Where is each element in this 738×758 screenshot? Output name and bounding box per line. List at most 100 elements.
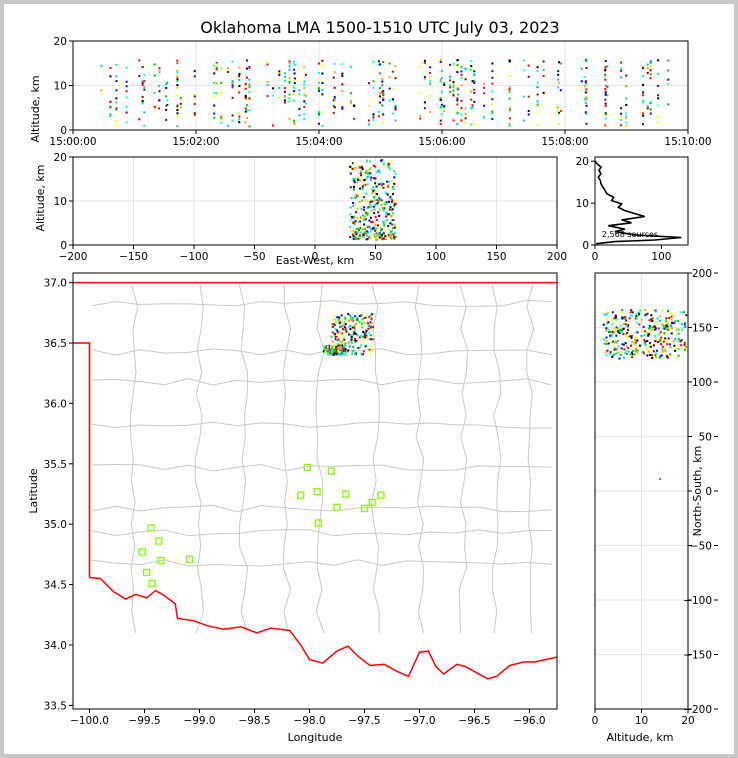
time-source-point — [349, 100, 352, 103]
time-source-point — [125, 111, 128, 114]
ns-source-point — [603, 342, 606, 345]
time-source-point — [460, 73, 463, 76]
ew-source-point — [369, 230, 372, 233]
ns-source-point — [663, 349, 666, 352]
ns-source-point — [636, 351, 639, 354]
time-source-point — [283, 72, 286, 75]
time-source-point — [141, 98, 144, 101]
ns-source-point — [664, 349, 667, 352]
ew-source-point — [361, 185, 364, 188]
ns-source-point — [647, 334, 650, 337]
time-source-point — [394, 64, 397, 67]
ew-source-point — [366, 224, 369, 227]
ns-source-point — [624, 317, 627, 320]
ns-source-point — [672, 339, 675, 342]
time-source-point — [642, 99, 645, 102]
time-source-point — [317, 81, 320, 84]
ew-source-point — [359, 172, 362, 175]
time-source-point — [443, 110, 446, 113]
map-source-point — [353, 353, 356, 356]
ns-source-point — [603, 338, 606, 341]
time-source-point — [231, 84, 234, 87]
ew-source-point — [377, 170, 380, 173]
ew-source-point — [349, 213, 352, 216]
time-source-point — [109, 115, 112, 118]
time-source-point — [293, 119, 296, 122]
time-source-point — [288, 60, 291, 63]
map-source-point — [330, 345, 333, 348]
time-source-point — [657, 121, 660, 124]
ns-source-point — [658, 356, 661, 359]
ns-source-point — [660, 347, 663, 350]
time-source-point — [536, 105, 539, 108]
ew-source-point — [369, 178, 372, 181]
county-line — [91, 504, 552, 513]
time-source-point — [215, 82, 218, 85]
ns-source-point — [640, 334, 643, 337]
ew-tick-label: −150 — [119, 251, 148, 263]
ew-source-point — [359, 179, 362, 182]
map-source-point — [360, 344, 363, 347]
time-source-point — [443, 83, 446, 86]
ns-source-point — [643, 334, 646, 337]
time-source-point — [303, 93, 306, 96]
time-source-point — [604, 92, 607, 95]
time-source-point — [460, 84, 463, 87]
time-source-point — [620, 69, 623, 72]
alt-tick-label: 20 — [576, 156, 589, 168]
time-source-point — [557, 73, 560, 76]
ew-source-point — [381, 201, 384, 204]
ew-source-point — [383, 202, 386, 205]
ew-source-point — [378, 233, 381, 236]
histogram-annotation: 2,568 sources — [602, 230, 658, 239]
time-source-point — [143, 124, 146, 127]
time-source-point — [460, 76, 463, 79]
ns-source-point — [670, 326, 673, 329]
map-source-point — [342, 351, 345, 354]
ew-source-point — [390, 237, 393, 240]
map-source-point — [347, 319, 350, 322]
ns-source-point — [630, 353, 633, 356]
ew-source-point — [374, 223, 377, 226]
time-source-point — [165, 86, 168, 89]
time-source-point — [449, 76, 452, 79]
time-source-point — [464, 121, 467, 124]
ns-source-point — [668, 327, 671, 330]
ns-source-point — [683, 326, 686, 329]
map-source-point — [352, 333, 355, 336]
time-panel-frame — [72, 40, 689, 131]
ew-tick-label: 100 — [426, 251, 446, 263]
ns-source-point — [664, 337, 667, 340]
ns-source-point — [667, 309, 670, 312]
map-source-point — [332, 318, 335, 321]
time-source-point — [649, 77, 652, 80]
ew-source-point — [365, 178, 368, 181]
time-source-point — [523, 69, 526, 72]
ew-source-point — [380, 233, 383, 236]
ns-source-point — [627, 325, 630, 328]
ns-tick-label: 200 — [692, 268, 712, 280]
ns-source-point — [615, 341, 618, 344]
ew-source-point — [394, 231, 397, 234]
ns-source-point — [627, 334, 630, 337]
map-source-point — [336, 337, 339, 340]
time-source-point — [109, 66, 112, 69]
ew-source-point — [381, 238, 384, 241]
ns-source-point — [634, 350, 637, 353]
ew-source-point — [363, 232, 366, 235]
ew-source-point — [349, 229, 352, 232]
time-source-point — [620, 67, 623, 70]
time-source-point — [303, 100, 306, 103]
map-source-point — [354, 328, 357, 331]
time-source-point — [379, 95, 382, 98]
ew-source-point — [372, 164, 375, 167]
ns-source-point — [604, 351, 607, 354]
time-source-point — [141, 102, 144, 105]
time-source-point — [293, 121, 296, 124]
map-source-point — [354, 341, 357, 344]
time-source-point — [440, 106, 443, 109]
ew-source-point — [380, 186, 383, 189]
map-source-point — [345, 330, 348, 333]
time-source-point — [439, 61, 442, 64]
ew-tick-label: 0 — [312, 251, 319, 263]
